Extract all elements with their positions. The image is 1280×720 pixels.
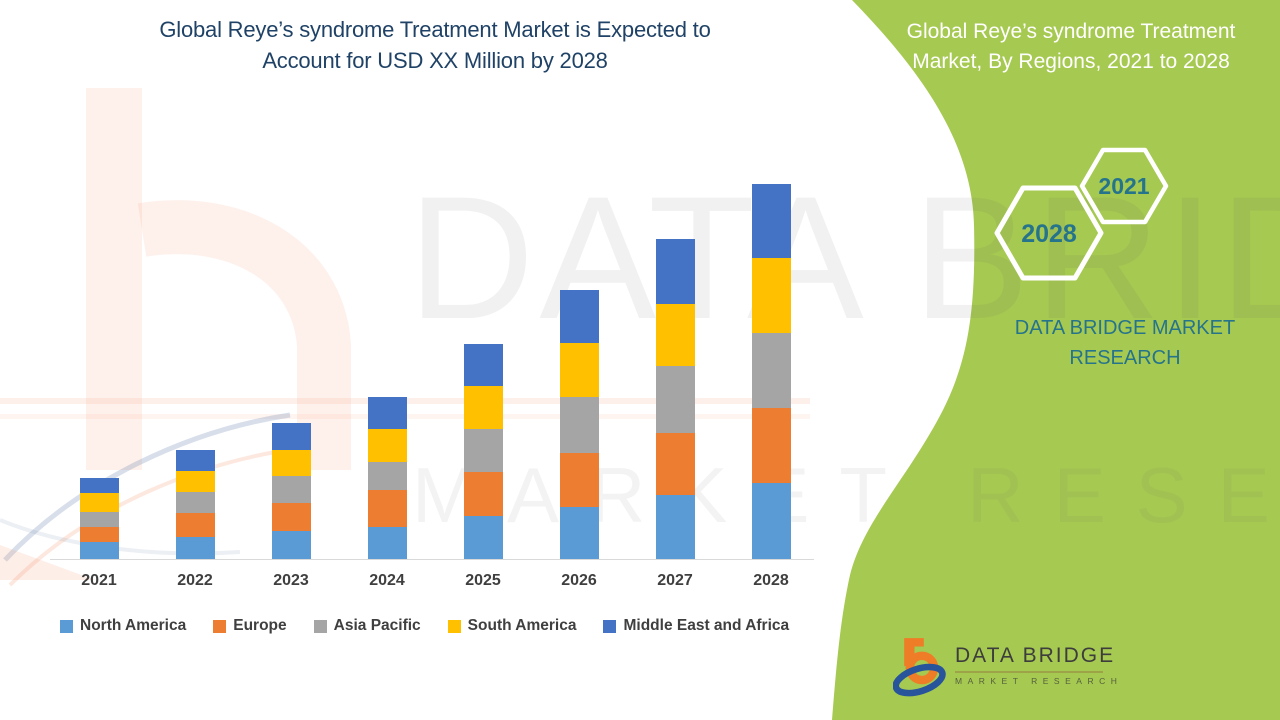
hexagon-2028-label: 2028 [1021,220,1077,248]
segment-north-america-2027 [655,495,695,559]
x-tick-2027: 2027 [657,572,693,589]
segment-middle-east-and-africa-2025 [463,344,503,386]
footer-logo-brand: DATA BRIDGE [955,644,1116,667]
segment-europe-2025 [463,472,503,516]
legend-label-north-america: North America [80,617,187,634]
segment-south-america-2023 [271,450,311,476]
legend-item-middle-east-and-africa: Middle East and Africa [603,617,789,635]
segment-europe-2022 [175,513,215,537]
legend-swatch-europe [213,619,227,633]
databridge-logo-icon [893,638,946,697]
segment-south-america-2026 [559,343,599,397]
bar-2022 [175,450,215,559]
segment-south-america-2021 [79,493,119,512]
segment-europe-2023 [271,503,311,531]
segment-south-america-2028 [751,258,791,333]
bar-2026 [559,290,599,559]
legend-label-asia-pacific: Asia Pacific [333,617,421,634]
legend-label-middle-east-and-africa: Middle East and Africa [623,617,790,634]
legend-swatch-south-america [447,619,461,633]
segment-north-america-2023 [271,531,311,559]
bar-2028 [751,184,791,559]
legend-item-asia-pacific: Asia Pacific [313,617,421,635]
segment-south-america-2024 [367,429,407,462]
panel-brand-line1: DATA BRIDGE MARKET [1014,317,1236,339]
segment-europe-2027 [655,433,695,495]
legend-swatch-middle-east-and-africa [603,619,617,633]
hexagon-2021-icon [1079,147,1169,225]
panel-heading-line2: Market, By Regions, 2021 to 2028 [912,50,1230,73]
segment-south-america-2025 [463,386,503,429]
segment-middle-east-and-africa-2023 [271,423,311,450]
legend-item-north-america: North America [60,617,186,635]
bar-2023 [271,423,311,559]
segment-middle-east-and-africa-2024 [367,397,407,429]
segment-asia-pacific-2024 [367,462,407,490]
legend-swatch-asia-pacific [313,619,327,633]
bar-2024 [367,397,407,559]
footer-logo-rule [955,671,1103,673]
page-title-line2: Account for USD XX Million by 2028 [262,48,608,73]
segment-middle-east-and-africa-2021 [79,478,119,493]
segment-asia-pacific-2025 [463,429,503,472]
segment-europe-2021 [79,527,119,542]
x-axis-labels: 2021 2022 2023 2024 2025 2026 2027 2028 [50,572,814,596]
legend-label-europe: Europe [233,617,287,634]
green-panel-shape [832,0,1280,720]
bar-2027 [655,239,695,559]
page-title-line1: Global Reye’s syndrome Treatment Market … [159,17,711,42]
segment-north-america-2021 [79,542,119,559]
x-axis-line [50,559,814,560]
segment-middle-east-and-africa-2026 [559,290,599,343]
x-tick-2024: 2024 [369,572,405,589]
panel-brand-text: DATA BRIDGE MARKET RESEARCH [980,313,1270,373]
footer-logo-subtitle: MARKET RESEARCH [955,676,1123,686]
panel-heading-line1: Global Reye’s syndrome Treatment [906,20,1236,43]
legend-swatch-north-america [60,619,73,633]
x-tick-2022: 2022 [177,572,213,589]
segment-north-america-2022 [175,537,215,559]
legend-item-south-america: South America [447,617,577,635]
footer-logo: DATA BRIDGE MARKET RESEARCH [893,634,1122,700]
segment-middle-east-and-africa-2027 [655,239,695,304]
legend: North America Europe Asia Pacific South Ame… [60,617,789,635]
x-tick-2026: 2026 [561,572,597,589]
segment-europe-2026 [559,453,599,507]
segment-north-america-2025 [463,516,503,559]
segment-asia-pacific-2027 [655,366,695,433]
segment-europe-2024 [367,490,407,527]
panel-brand-line2: RESEARCH [1069,347,1181,369]
segment-europe-2028 [751,408,791,483]
x-tick-2025: 2025 [465,572,501,589]
segment-asia-pacific-2022 [175,492,215,513]
segment-asia-pacific-2023 [271,476,311,503]
x-tick-2028: 2028 [753,572,789,589]
hexagon-badges: 2028 2021 [994,147,1169,281]
segment-asia-pacific-2021 [79,512,119,527]
segment-north-america-2024 [367,527,407,559]
legend-item-europe: Europe [213,617,287,635]
page-title: Global Reye’s syndrome Treatment Market … [55,14,815,76]
footer-logo-text: DATA BRIDGE MARKET RESEARCH [955,644,1122,686]
plot-area [50,170,814,560]
segment-south-america-2022 [175,471,215,492]
segment-north-america-2028 [751,483,791,559]
legend-label-south-america: South America [467,617,577,634]
bar-2021 [79,478,119,559]
panel-heading: Global Reye’s syndrome Treatment Market,… [872,17,1270,77]
segment-middle-east-and-africa-2022 [175,450,215,471]
segment-asia-pacific-2026 [559,397,599,453]
segment-asia-pacific-2028 [751,333,791,408]
hexagon-2021-label: 2021 [1098,173,1149,199]
segment-north-america-2026 [559,507,599,559]
x-tick-2021: 2021 [81,572,117,589]
segment-south-america-2027 [655,304,695,366]
bar-2025 [463,344,503,559]
x-tick-2023: 2023 [273,572,309,589]
hexagon-2028-icon [994,185,1104,281]
segment-middle-east-and-africa-2028 [751,184,791,258]
